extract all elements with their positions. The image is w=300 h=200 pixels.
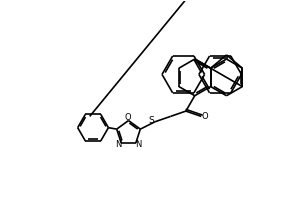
Text: O: O [125,113,131,122]
Text: S: S [149,116,155,125]
Text: N: N [115,140,122,149]
Text: N: N [136,140,142,149]
Text: O: O [202,112,208,121]
